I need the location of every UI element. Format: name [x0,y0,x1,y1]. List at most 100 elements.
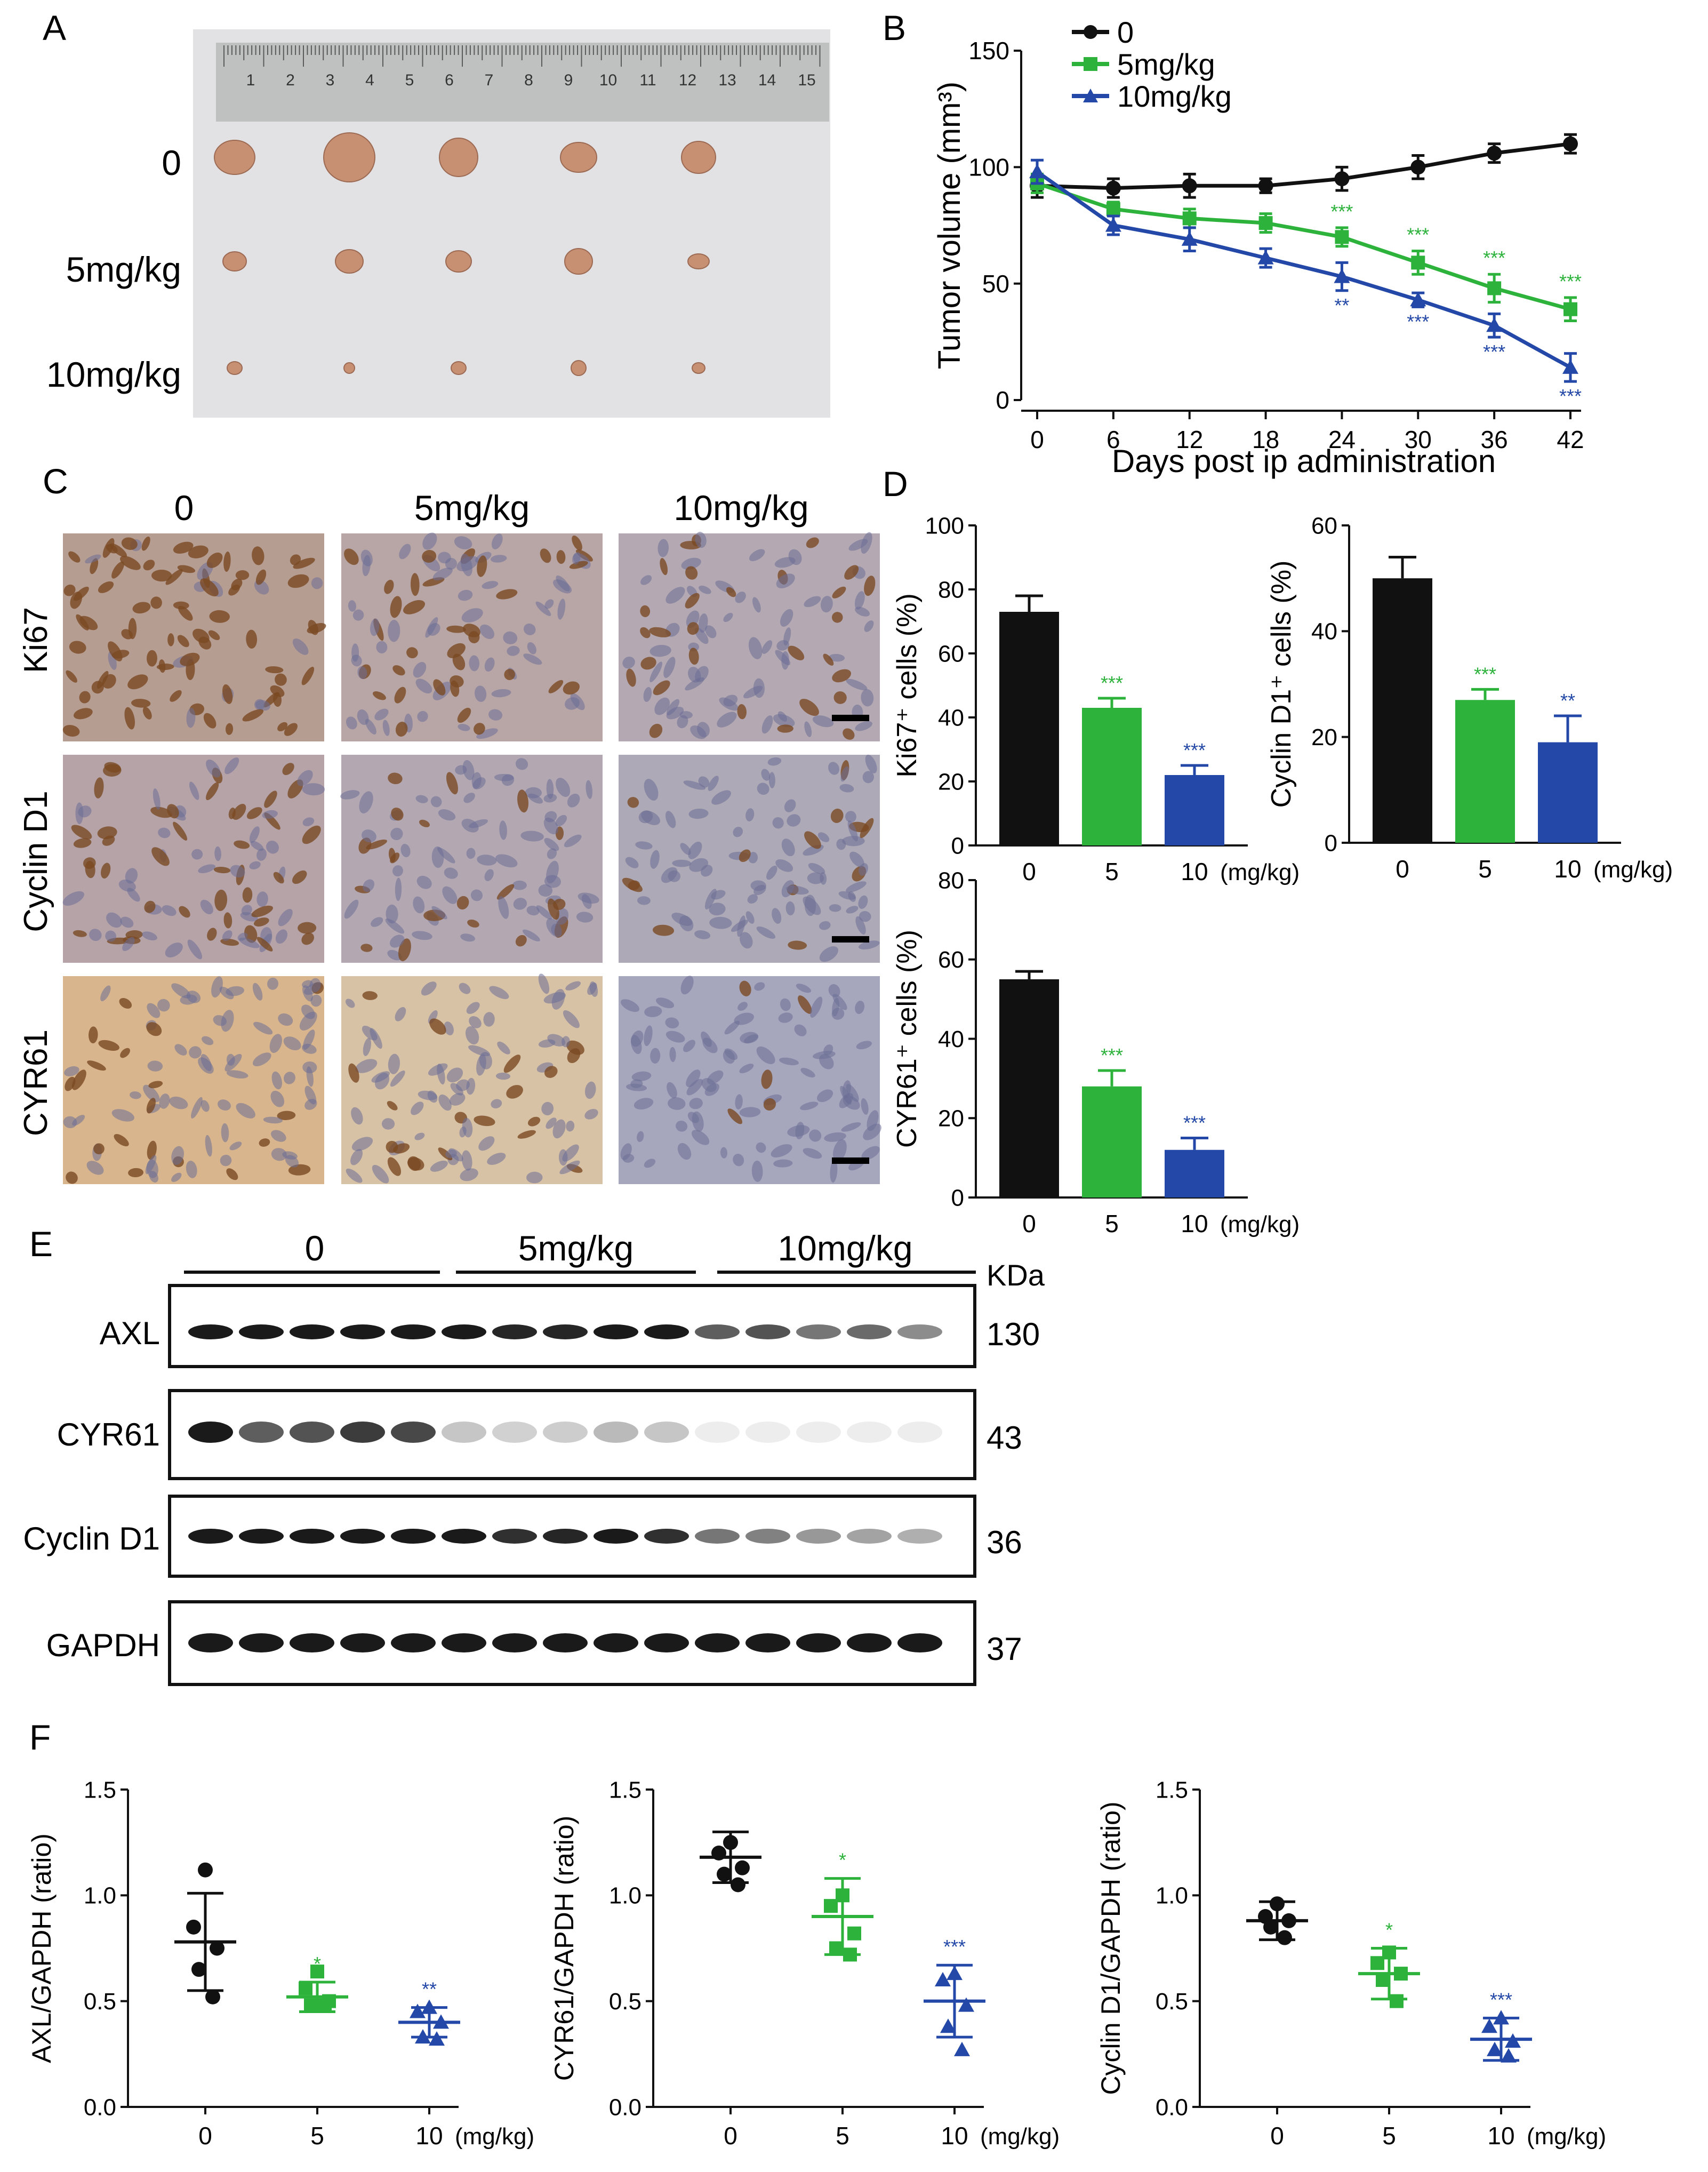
x-tick-label: 0 [198,2122,212,2150]
cell-nucleus [643,686,652,702]
cell-nucleus [132,602,151,614]
cell-nucleus [816,1089,833,1103]
cell-nucleus [438,809,456,821]
cell-nucleus [403,600,426,614]
cell-nucleus [143,1084,160,1103]
cell-nucleus [270,1090,285,1107]
cell-nucleus [748,637,763,659]
cell-nucleus [819,946,838,962]
blot-band [188,1422,233,1443]
cell-nucleus [701,1078,717,1092]
cell-nucleus [865,754,877,773]
cell-nucleus [527,1116,541,1127]
blot-group-label-0: 0 [305,1228,325,1268]
cell-nucleus [431,846,444,868]
blot-band [796,1324,841,1339]
cell-nucleus [767,757,782,766]
cell-nucleus [861,1098,869,1115]
cell-nucleus [761,640,773,654]
cell-nucleus [71,825,92,840]
y-tick-label: 0 [951,833,964,859]
cell-nucleus [844,565,859,580]
cell-nucleus [832,669,852,683]
blot-band [897,1324,942,1339]
cell-nucleus [450,680,460,697]
cell-nucleus [121,537,138,550]
cell-nucleus [829,904,841,912]
ruler-number: 4 [365,71,374,89]
blot-band [442,1633,486,1652]
cell-nucleus [751,1160,763,1182]
cell-nucleus [753,884,766,895]
cell-nucleus [254,699,265,710]
cell-nucleus [475,685,487,702]
cell-nucleus [506,1085,523,1099]
blot-band [644,1529,689,1544]
cell-nucleus [432,568,453,581]
cell-nucleus [817,832,830,842]
cell-nucleus [515,935,527,947]
x-tick-label: 0 [1022,1210,1036,1237]
cell-nucleus [503,631,518,644]
cell-nucleus [544,875,561,888]
blot-band [391,1529,436,1544]
y-axis-label: Cyclin D1⁺ cells (%) [1266,561,1297,808]
cell-nucleus [267,977,278,990]
cell-nucleus [387,1157,402,1176]
cell-nucleus [158,659,166,673]
significance-label: *** [1559,385,1582,407]
cell-nucleus [271,1130,286,1142]
x-tick-label: 10 [415,2122,443,2150]
panel-letter-a: A [43,8,66,47]
blot-cyclind1 [168,1495,976,1578]
cell-nucleus [167,633,174,646]
cell-nucleus [249,826,260,843]
cell-nucleus [223,912,232,929]
cell-nucleus [841,1122,861,1132]
cell-nucleus [382,720,390,736]
cell-nucleus [787,1125,810,1137]
cell-nucleus [165,943,183,957]
x-tick-label: 0 [1030,426,1044,453]
cell-nucleus [496,589,518,600]
cell-nucleus [788,940,807,950]
cell-nucleus [679,711,693,719]
cell-nucleus [65,1076,76,1091]
cell-nucleus [345,999,355,1008]
cell-nucleus [186,991,201,1003]
cell-nucleus [771,1144,792,1157]
cell-nucleus [460,933,475,942]
cell-nucleus [800,1101,819,1111]
cell-nucleus [344,899,359,919]
data-point [824,1899,838,1913]
blot-cyr61 [168,1389,976,1480]
cell-nucleus [105,930,117,942]
cell-nucleus [174,1044,187,1056]
cell-nucleus [211,976,223,998]
cell-nucleus [387,1101,398,1111]
cell-nucleus [167,804,179,819]
blot-kda-cyclind1: 36 [987,1524,1022,1560]
cell-nucleus [622,657,635,669]
cell-nucleus [572,552,581,565]
cell-nucleus [654,697,670,715]
cell-nucleus [285,1155,299,1168]
cell-nucleus [563,1010,580,1028]
cell-nucleus [799,699,819,716]
cell-nucleus [198,864,216,874]
tumor-volume-legend: 0 5mg/kg 10mg/kg [1072,15,1232,113]
cell-nucleus [171,983,191,999]
cell-nucleus [687,1112,699,1123]
significance-label: * [839,1849,846,1871]
blot-band [695,1422,740,1443]
cell-nucleus [677,1143,692,1160]
blot-label-axl: AXL [100,1315,160,1351]
cell-nucleus [733,1153,744,1167]
cell-nucleus [277,1111,296,1120]
x-tick-label: 5 [836,2122,849,2150]
cell-nucleus [546,1117,557,1129]
cell-nucleus [634,1098,654,1110]
cell-nucleus [649,723,663,738]
cell-nucleus [392,665,405,676]
tumor-samples [214,132,716,376]
